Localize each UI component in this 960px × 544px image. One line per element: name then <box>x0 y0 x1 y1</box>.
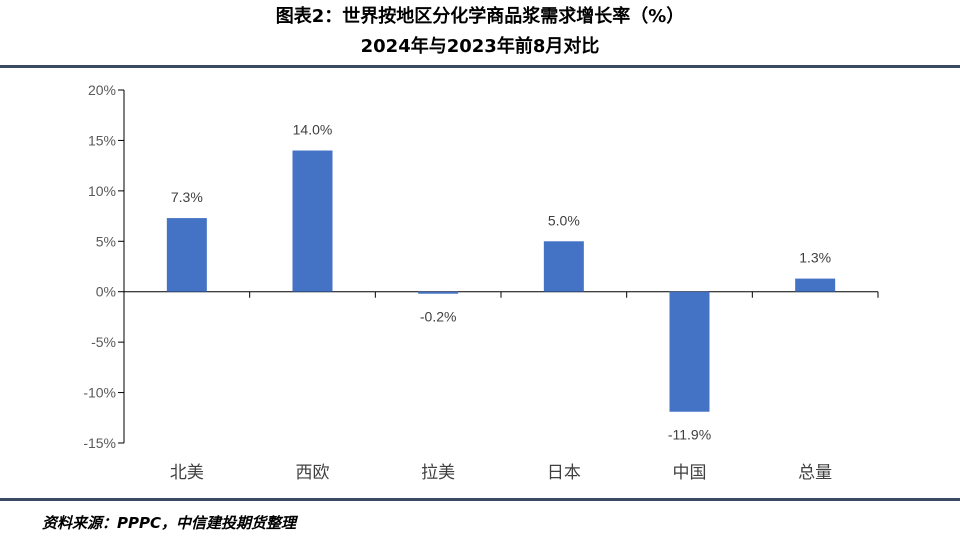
y-tick-label: 20% <box>88 82 116 98</box>
category-label: 日本 <box>547 463 581 483</box>
y-tick-label: 5% <box>96 233 116 249</box>
data-label: 5.0% <box>548 212 580 228</box>
bar <box>669 291 710 412</box>
data-label: 7.3% <box>171 189 203 205</box>
top-divider <box>0 65 960 68</box>
bar <box>795 278 836 292</box>
y-tick-label: 10% <box>88 183 116 199</box>
category-label: 拉美 <box>421 463 455 483</box>
data-label: 1.3% <box>799 250 831 266</box>
chart-title: 图表2：世界按地区分化学商品浆需求增长率（%） <box>275 6 685 27</box>
y-tick-label: -15% <box>83 435 116 451</box>
y-tick-label: -10% <box>83 385 116 401</box>
category-label: 北美 <box>170 463 204 483</box>
category-label: 西欧 <box>296 463 330 483</box>
chart-subtitle: 2024年与2023年前8月对比 <box>360 36 600 57</box>
category-label: 总量 <box>798 463 832 483</box>
category-label: 中国 <box>673 463 707 483</box>
data-label: -0.2% <box>420 309 457 325</box>
bar <box>418 291 459 294</box>
y-tick-label: 0% <box>96 284 116 300</box>
y-tick-label: 15% <box>88 132 116 148</box>
data-label: 14.0% <box>293 122 333 138</box>
source-note: 资料来源：PPPC，中信建投期货整理 <box>42 514 296 532</box>
bar <box>166 218 207 292</box>
bar <box>543 241 584 292</box>
data-label: -11.9% <box>668 427 711 443</box>
bar-chart: 20% 15% 10% 5% 0% -5% -10% -15% 7.3% 北美 14.0% 西欧 -0.… <box>83 82 879 483</box>
bottom-divider <box>0 498 960 501</box>
bar <box>292 150 333 292</box>
y-tick-label: -5% <box>91 334 116 350</box>
